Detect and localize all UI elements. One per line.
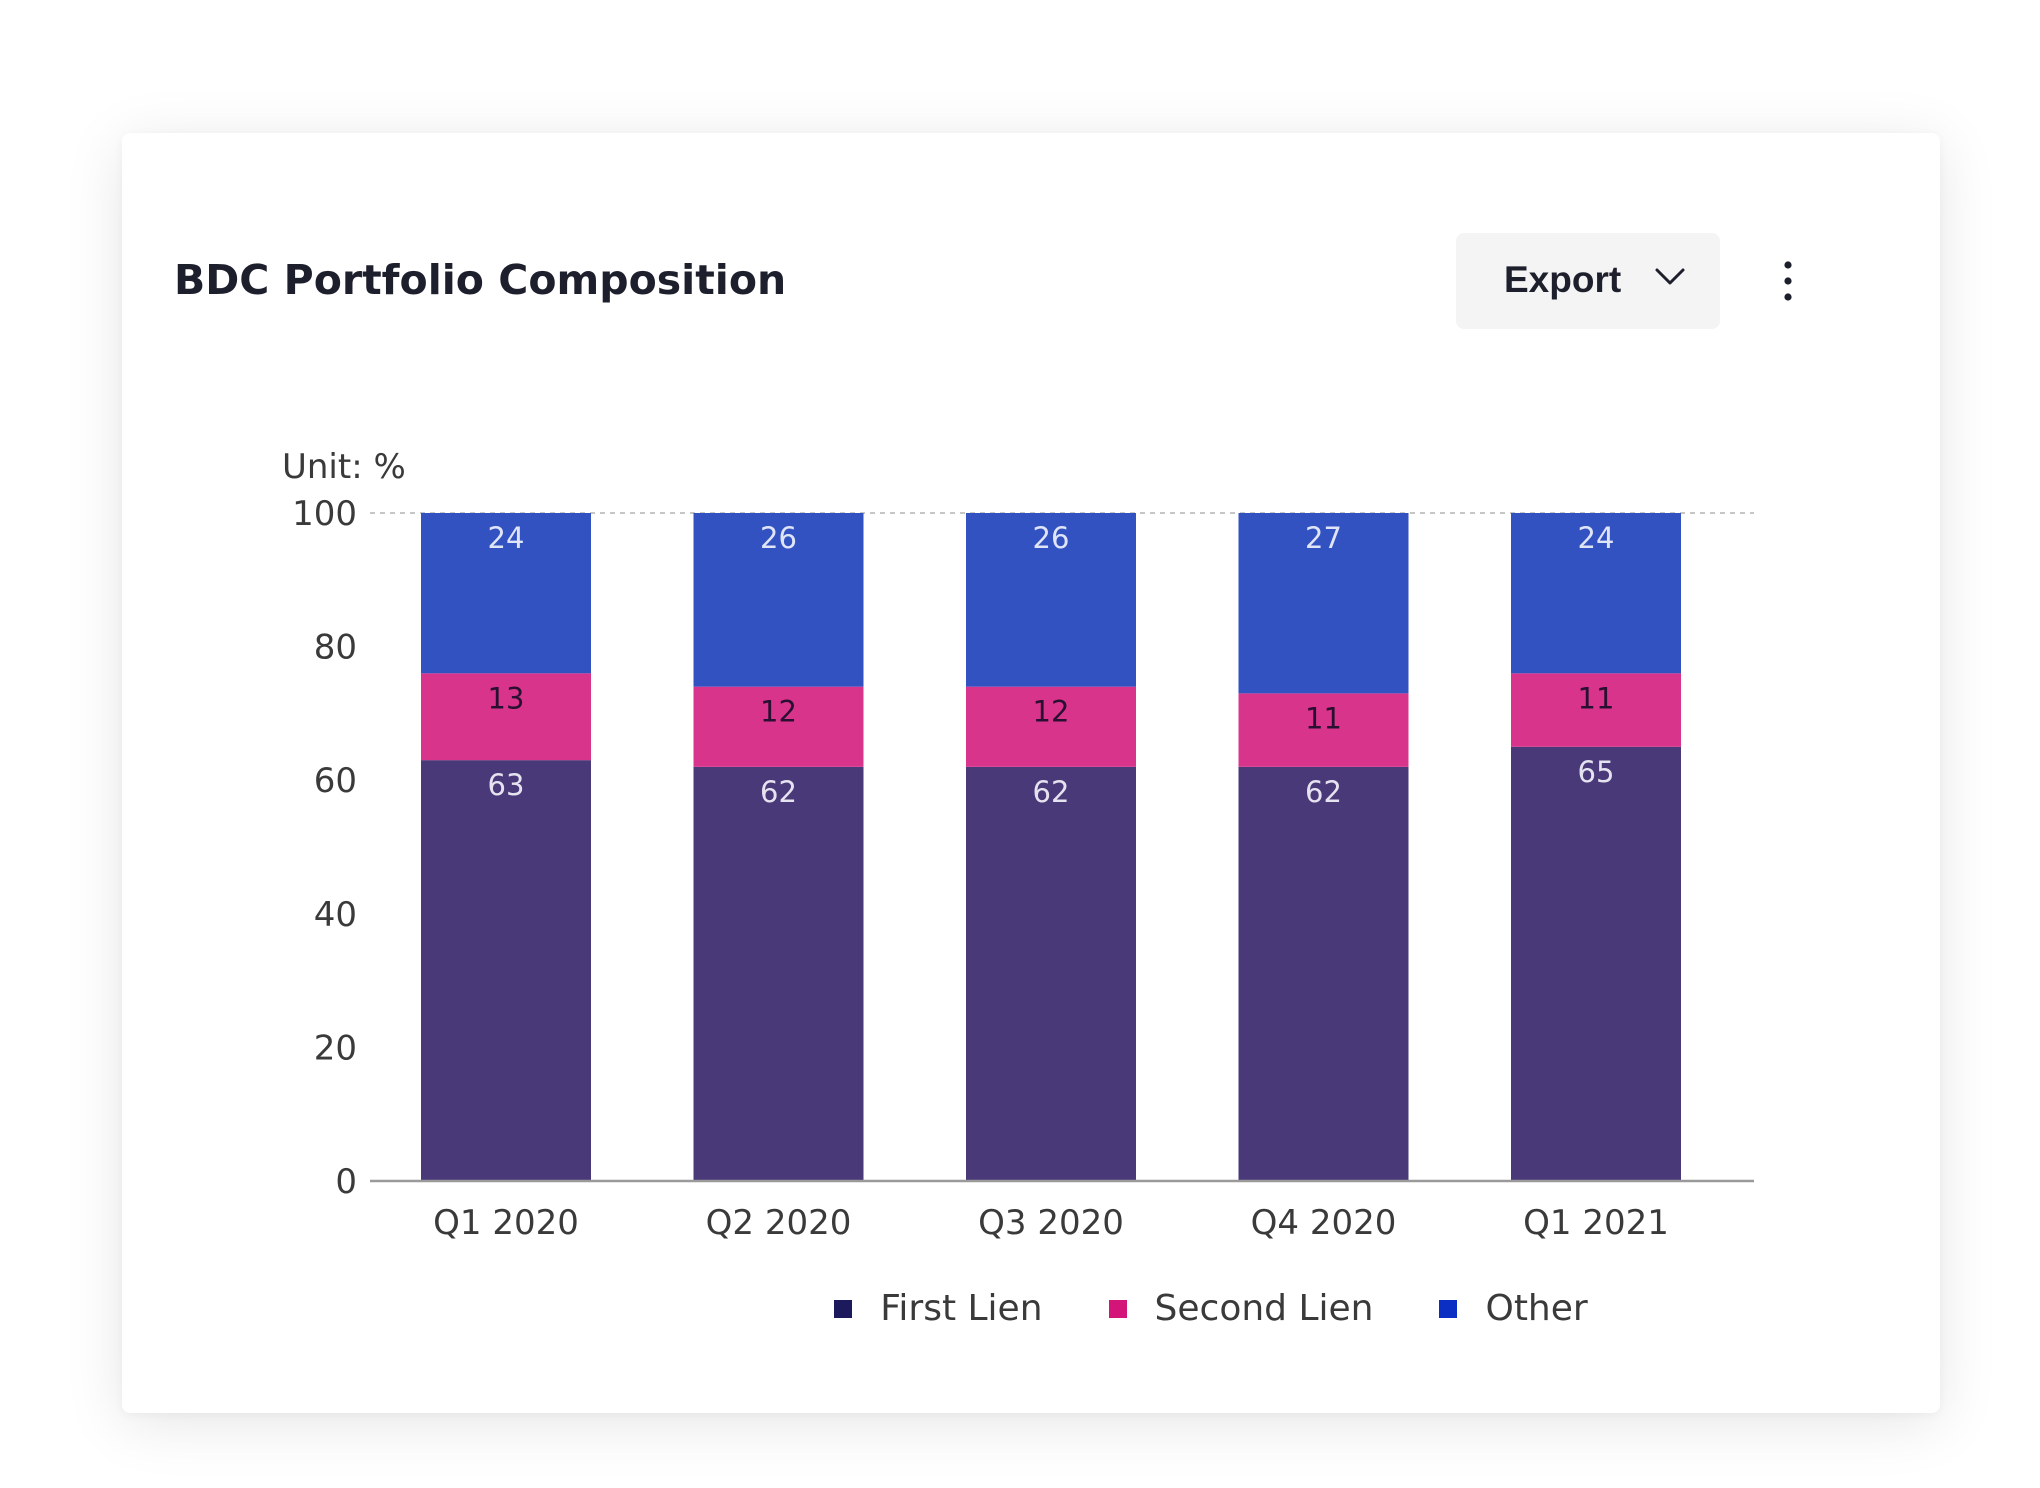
legend-swatch [834,1299,853,1318]
data-label: 62 [1305,775,1342,809]
chart-legend: First Lien Second Lien Other [302,1288,2040,1329]
data-label: 62 [1033,775,1070,809]
export-button[interactable]: Export [1456,233,1720,329]
bar-segment [1238,513,1409,694]
data-label: 24 [1578,521,1615,555]
y-tick-label: 60 [314,761,357,801]
legend-label: Other [1485,1288,1588,1329]
legend-item[interactable]: Second Lien [1108,1288,1374,1329]
data-label: 13 [488,681,525,715]
data-label: 27 [1305,521,1342,555]
bar-segment [693,513,864,687]
bar-segment [1238,693,1409,767]
x-tick-label: Q2 2020 [706,1203,852,1243]
bar-segment [966,686,1136,767]
bar-segment [693,686,864,767]
x-tick-label: Q1 2020 [433,1203,579,1243]
data-label: 12 [760,695,797,729]
bar-segment [966,766,1136,1181]
y-tick-label: 100 [292,494,357,534]
bar-segment [421,760,591,1181]
bar-segment [966,513,1136,687]
stacked-bar-chart: Unit: % 0 20 40 60 80 100 63 13 24 Q1 2020 62 12 26 Q2… [282,447,1754,1243]
data-label: 63 [488,768,525,802]
legend-label: Second Lien [1154,1288,1374,1329]
more-options-icon[interactable] [1776,257,1800,305]
x-tick-label: Q1 2021 [1523,1203,1669,1243]
bar-segment [1511,513,1681,674]
chevron-down-icon [1655,268,1685,285]
y-tick-label: 80 [314,628,357,668]
bar-segment [1238,766,1409,1181]
y-tick-label: 0 [335,1162,357,1202]
bar-segment [1511,746,1681,1181]
chart-card: BDC Portfolio Composition Export Unit: %… [122,133,1940,1413]
legend-swatch [1108,1299,1127,1318]
data-label: 11 [1578,681,1615,715]
chart-title: BDC Portfolio Composition [174,256,787,304]
bar-segment [421,673,591,761]
unit-label: Unit: % [282,447,406,487]
data-label: 65 [1578,755,1615,789]
data-label: 24 [488,521,525,555]
legend-item[interactable]: First Lien [834,1288,1043,1329]
data-label: 26 [1033,521,1070,555]
data-label: 12 [1033,695,1070,729]
data-label: 26 [760,521,797,555]
export-button-label: Export [1504,259,1622,300]
legend-label: First Lien [880,1288,1043,1329]
y-tick-label: 40 [314,895,357,935]
legend-item[interactable]: Other [1439,1288,1588,1329]
x-tick-label: Q4 2020 [1251,1203,1397,1243]
data-label: 11 [1305,701,1342,735]
bar-segment [693,766,864,1181]
legend-swatch [1439,1299,1458,1318]
bar-segment [421,513,591,674]
y-tick-label: 20 [314,1028,357,1068]
data-label: 62 [760,775,797,809]
x-tick-label: Q3 2020 [978,1203,1124,1243]
bar-segment [1511,673,1681,747]
